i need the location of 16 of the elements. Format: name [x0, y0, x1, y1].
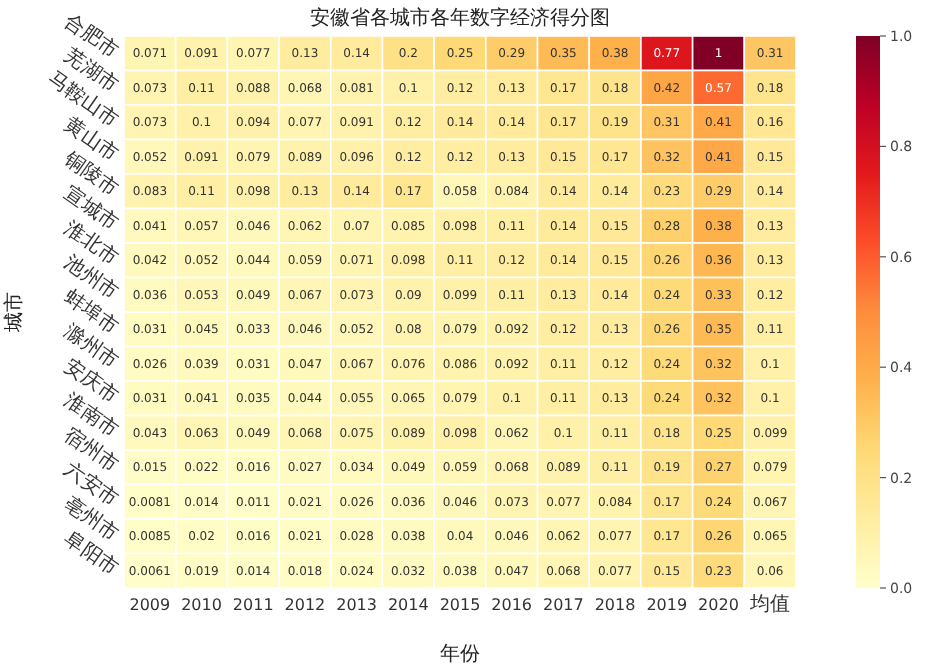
x-tick-label: 2020 — [698, 596, 739, 614]
x-tick-label: 2019 — [646, 596, 688, 614]
y-axis-title: 城市 — [2, 292, 26, 334]
x-tick-label: 2016 — [491, 596, 533, 614]
x-tick-label: 2010 — [181, 596, 222, 614]
chart-title: 安徽省各城市各年数字经济得分图 — [310, 6, 610, 30]
x-tick-label: 2012 — [284, 596, 326, 614]
x-tick-label: 均值 — [748, 592, 791, 616]
x-tick-label: 2009 — [129, 596, 171, 614]
x-tick-label: 2015 — [439, 596, 481, 614]
x-tick-label: 2014 — [387, 596, 429, 614]
x-tick-label: 2017 — [543, 596, 584, 614]
x-tick-label: 2018 — [594, 596, 636, 614]
x-tick-label: 2011 — [232, 596, 274, 614]
x-axis-title: 年份 — [440, 642, 480, 666]
x-tick-label: 2013 — [336, 596, 377, 614]
